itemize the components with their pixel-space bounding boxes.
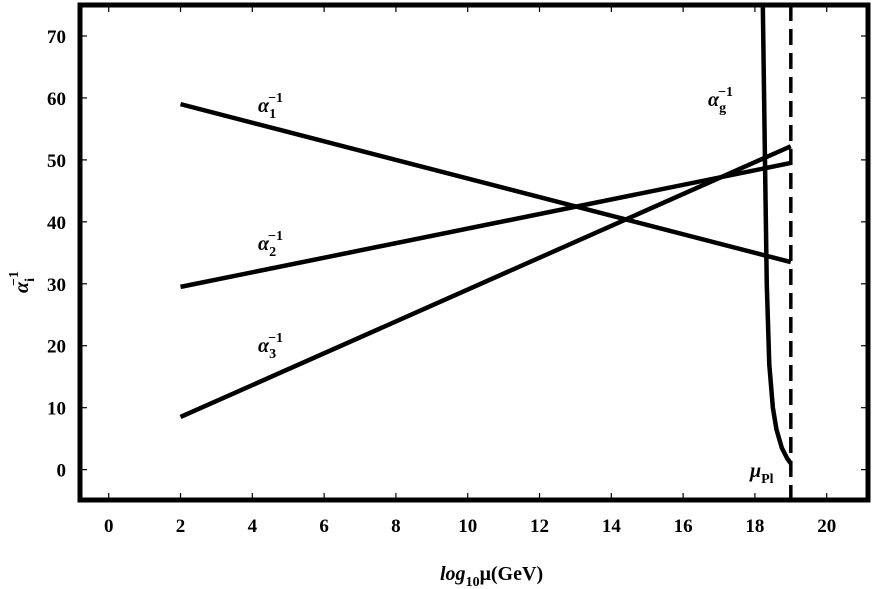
x-tick-label: 8 bbox=[391, 516, 401, 537]
y-tick-label: 70 bbox=[47, 27, 66, 48]
x-tick-label: 2 bbox=[176, 516, 186, 537]
y-axis-label: αi−1 bbox=[7, 271, 38, 293]
series-label-sup: −1 bbox=[268, 229, 283, 244]
y-tick-label: 50 bbox=[47, 151, 66, 172]
y-tick-label: 0 bbox=[57, 461, 67, 482]
planck-label-base: μ bbox=[749, 460, 761, 482]
y-tick-label: 30 bbox=[47, 275, 66, 296]
series-label: α2−1 bbox=[258, 229, 283, 260]
series-line bbox=[760, 4, 793, 465]
series-line bbox=[179, 144, 792, 420]
x-tick-label: 10 bbox=[458, 516, 477, 537]
y-tick-label: 10 bbox=[47, 399, 66, 420]
y-tick-label: 60 bbox=[47, 89, 66, 110]
series-line bbox=[180, 160, 792, 290]
x-axis-label-base: log bbox=[440, 563, 466, 585]
planck-label-sub: Pl bbox=[761, 472, 774, 487]
series-label-sup: −1 bbox=[268, 331, 283, 346]
y-tick-label: 40 bbox=[47, 213, 66, 234]
series-label-sub: 3 bbox=[269, 347, 276, 362]
y-axis-label-sub: i bbox=[23, 278, 38, 282]
x-tick-label: 6 bbox=[319, 516, 329, 537]
plot-frame bbox=[77, 2, 871, 503]
x-axis-label-sub: 10 bbox=[466, 575, 480, 589]
series-label: α3−1 bbox=[258, 331, 283, 362]
series-label-sub: 1 bbox=[269, 107, 276, 122]
x-tick-label: 0 bbox=[104, 516, 114, 537]
x-axis-label-rest: μ(GeV) bbox=[480, 563, 544, 585]
series-label: αg−1 bbox=[708, 85, 733, 116]
series-label-base: α bbox=[708, 89, 720, 111]
series-label-sub: 2 bbox=[269, 245, 276, 260]
y-tick-label: 20 bbox=[47, 337, 66, 358]
x-tick-label: 18 bbox=[745, 516, 764, 537]
x-tick-label: 20 bbox=[817, 516, 836, 537]
x-tick-label: 4 bbox=[248, 516, 258, 537]
y-axis-label-sup: −1 bbox=[7, 271, 22, 286]
series-label-base: α bbox=[258, 95, 270, 117]
series-label-sup: −1 bbox=[268, 91, 283, 106]
series-label: α1−1 bbox=[258, 91, 283, 122]
x-tick-label: 14 bbox=[602, 516, 622, 537]
series-label-base: α bbox=[258, 233, 270, 255]
x-tick-label: 12 bbox=[530, 516, 549, 537]
series-label-sub: g bbox=[719, 101, 726, 116]
planck-label: μPl bbox=[749, 460, 774, 487]
x-axis-label: log10μ(GeV) bbox=[440, 563, 543, 589]
series-label-base: α bbox=[258, 335, 270, 357]
series-label-sup: −1 bbox=[718, 85, 733, 100]
series-line bbox=[179, 101, 792, 265]
y-axis-label-base: α bbox=[11, 281, 33, 293]
x-tick-label: 16 bbox=[674, 516, 693, 537]
